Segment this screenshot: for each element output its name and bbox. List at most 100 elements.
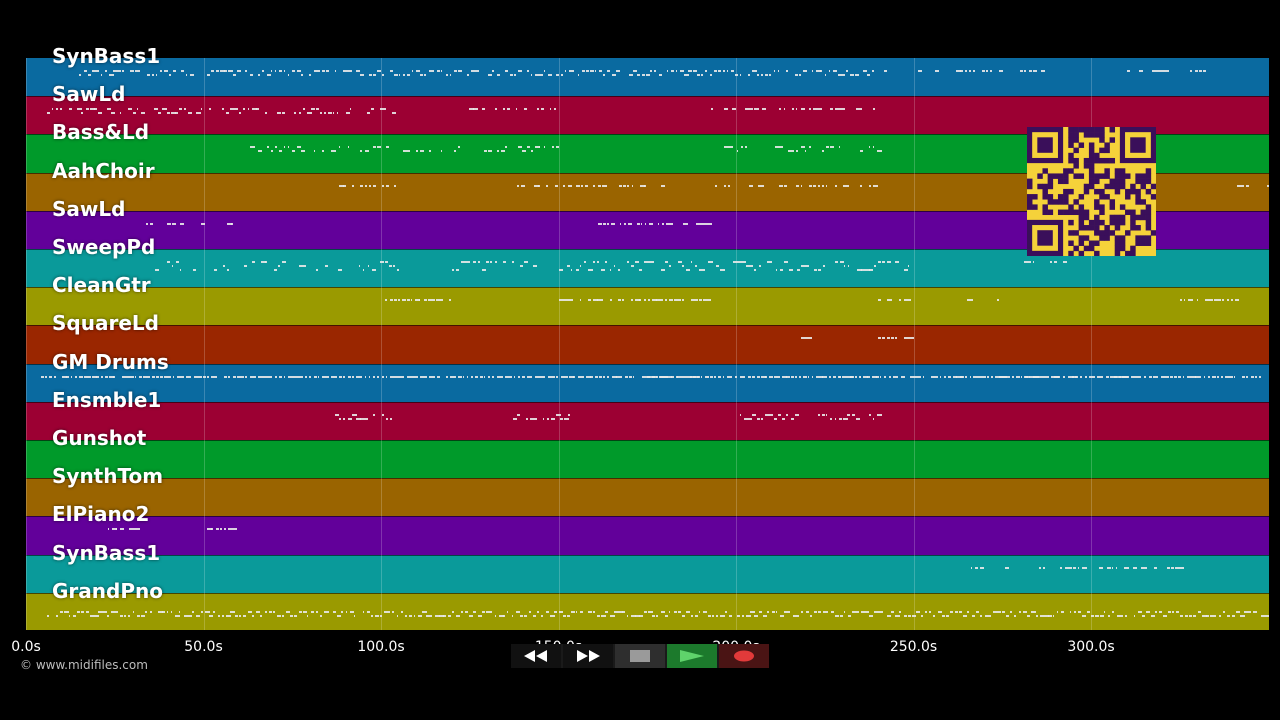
note — [498, 614, 504, 617]
track-lane[interactable] — [26, 363, 1269, 403]
note — [522, 375, 525, 378]
note — [364, 417, 368, 420]
note — [377, 146, 382, 149]
note — [1142, 614, 1146, 617]
note — [1016, 375, 1020, 378]
note — [878, 610, 883, 613]
note — [494, 614, 497, 617]
note — [464, 610, 469, 613]
note — [226, 269, 229, 271]
note — [200, 108, 202, 111]
note — [838, 417, 843, 420]
track-lane[interactable] — [26, 287, 1269, 327]
note — [534, 417, 537, 420]
track-lane[interactable] — [26, 440, 1269, 480]
note — [707, 261, 713, 263]
note — [1205, 299, 1210, 302]
track-lane[interactable] — [26, 478, 1269, 518]
note — [300, 375, 303, 378]
note — [1144, 375, 1147, 378]
note — [440, 299, 444, 302]
note — [623, 184, 627, 187]
record-button[interactable] — [719, 644, 769, 668]
note — [226, 614, 231, 617]
note — [546, 184, 549, 187]
note — [138, 70, 141, 72]
note — [1174, 375, 1177, 378]
track-lane[interactable] — [26, 554, 1269, 594]
note — [282, 261, 287, 263]
track-lane[interactable] — [26, 325, 1269, 365]
note — [539, 74, 543, 76]
note — [55, 108, 58, 111]
note — [307, 112, 313, 115]
note — [296, 375, 302, 378]
note — [279, 375, 282, 378]
note — [1005, 614, 1009, 617]
note — [868, 146, 871, 149]
note — [579, 610, 584, 613]
note — [92, 375, 97, 378]
note — [388, 265, 393, 267]
note — [466, 375, 469, 378]
note — [500, 150, 506, 153]
note — [1014, 614, 1016, 617]
note — [588, 610, 592, 613]
note — [975, 566, 978, 569]
note — [1261, 614, 1267, 617]
note — [643, 261, 649, 263]
note — [1049, 261, 1052, 263]
note — [903, 614, 907, 617]
note — [1157, 375, 1159, 378]
note — [754, 269, 757, 271]
stop-button[interactable] — [615, 644, 665, 668]
note — [1043, 566, 1045, 569]
note — [890, 337, 894, 340]
note — [245, 375, 247, 378]
note — [424, 375, 427, 378]
note — [226, 112, 230, 115]
rewind-button[interactable] — [511, 644, 561, 668]
note — [111, 610, 115, 613]
track-lane[interactable] — [26, 58, 1269, 98]
note — [322, 375, 327, 378]
note — [996, 299, 1000, 302]
fast-forward-button[interactable] — [563, 644, 613, 668]
note — [618, 269, 621, 271]
note — [1037, 375, 1039, 378]
note — [128, 528, 133, 531]
note — [660, 299, 664, 302]
note — [460, 610, 464, 613]
note — [838, 375, 841, 378]
note — [775, 269, 777, 271]
note — [520, 184, 526, 187]
note — [1097, 375, 1102, 378]
note — [1020, 375, 1022, 378]
note — [415, 70, 420, 72]
note — [1058, 375, 1060, 378]
note — [756, 375, 760, 378]
note — [381, 375, 384, 378]
note — [360, 184, 363, 187]
track-lane[interactable] — [26, 401, 1269, 441]
note — [619, 222, 622, 225]
note — [230, 108, 235, 111]
note — [1220, 375, 1223, 378]
note — [767, 261, 773, 263]
note — [748, 375, 752, 378]
note — [914, 375, 919, 378]
note — [792, 150, 794, 153]
note — [383, 108, 386, 111]
note — [552, 146, 554, 149]
note — [584, 184, 588, 187]
note — [483, 150, 488, 153]
note — [1216, 375, 1219, 378]
note — [207, 74, 211, 76]
track-lane[interactable] — [26, 516, 1269, 556]
note — [545, 610, 550, 613]
note — [373, 375, 376, 378]
note — [315, 108, 319, 111]
note — [616, 70, 621, 72]
note — [541, 614, 544, 617]
play-button[interactable] — [667, 644, 717, 668]
